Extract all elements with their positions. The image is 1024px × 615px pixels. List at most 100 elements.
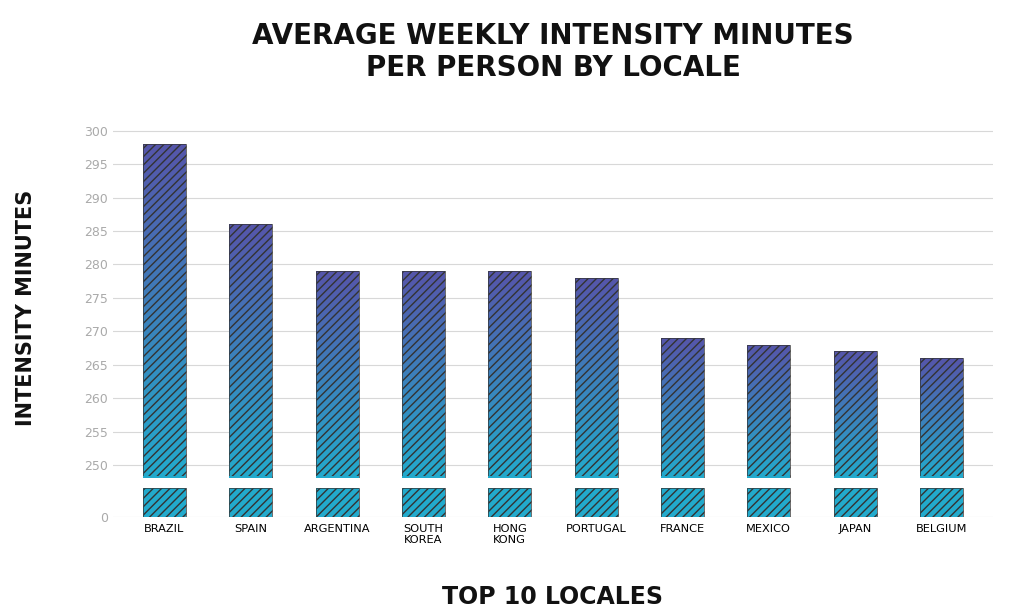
Bar — [488, 333, 531, 335]
Bar — [834, 359, 877, 360]
Bar — [229, 369, 272, 371]
Bar — [834, 367, 877, 368]
Bar — [143, 472, 186, 475]
Bar — [574, 356, 617, 358]
Bar — [660, 434, 705, 435]
Bar — [660, 466, 705, 467]
Bar — [574, 402, 617, 404]
Bar — [229, 323, 272, 326]
Bar — [143, 251, 186, 255]
Bar — [834, 406, 877, 407]
Bar — [834, 381, 877, 382]
Bar — [401, 474, 445, 477]
Bar — [748, 344, 791, 346]
Bar — [143, 281, 186, 285]
Bar — [920, 429, 963, 430]
Bar — [315, 294, 358, 296]
Bar — [574, 370, 617, 372]
Bar — [401, 453, 445, 456]
Bar — [660, 376, 705, 378]
Bar — [574, 436, 617, 438]
Bar — [660, 397, 705, 399]
Bar — [401, 394, 445, 395]
Bar — [920, 360, 963, 362]
Bar — [574, 382, 617, 384]
Bar — [748, 448, 791, 449]
Bar — [229, 224, 272, 227]
Bar — [488, 453, 531, 456]
Bar — [660, 407, 705, 408]
Bar — [143, 301, 186, 304]
Bar — [574, 444, 617, 446]
Bar — [574, 376, 617, 378]
Bar — [834, 457, 877, 458]
Bar — [834, 414, 877, 415]
Bar — [748, 394, 791, 395]
Bar — [748, 386, 791, 387]
Bar — [315, 338, 358, 339]
Bar — [834, 461, 877, 462]
Bar — [748, 419, 791, 421]
Bar — [401, 296, 445, 298]
Bar — [488, 302, 531, 304]
Bar — [920, 391, 963, 392]
Bar — [488, 394, 531, 395]
Bar — [920, 379, 963, 381]
Bar — [229, 456, 272, 458]
Bar — [488, 381, 531, 383]
Bar — [401, 421, 445, 423]
Bar — [574, 362, 617, 364]
Bar — [574, 278, 617, 478]
Bar — [229, 384, 272, 387]
Bar — [834, 444, 877, 445]
Bar — [488, 397, 531, 400]
Bar — [660, 368, 705, 369]
Bar — [920, 365, 963, 367]
Bar — [574, 318, 617, 320]
Bar — [920, 453, 963, 454]
Bar — [401, 433, 445, 435]
Bar — [315, 443, 358, 445]
Bar — [574, 314, 617, 316]
Bar — [488, 488, 531, 517]
Bar — [488, 271, 531, 273]
Bar — [660, 390, 705, 391]
Bar — [834, 440, 877, 442]
Bar — [574, 446, 617, 448]
Bar — [401, 352, 445, 354]
Bar — [315, 408, 358, 410]
Bar — [229, 252, 272, 255]
Bar — [834, 354, 877, 355]
Bar — [920, 461, 963, 462]
Bar — [748, 344, 791, 478]
Bar — [143, 224, 186, 228]
Bar — [574, 461, 617, 462]
Bar — [488, 462, 531, 464]
Bar — [315, 377, 358, 379]
Bar — [229, 430, 272, 433]
Bar — [748, 458, 791, 459]
Bar — [748, 346, 791, 347]
Bar — [748, 437, 791, 438]
Bar — [920, 367, 963, 368]
Bar — [143, 335, 186, 338]
Bar — [143, 455, 186, 458]
Bar — [748, 355, 791, 357]
Bar — [920, 451, 963, 452]
Bar — [920, 476, 963, 477]
Bar — [834, 377, 877, 378]
Bar — [748, 370, 791, 371]
Bar — [834, 423, 877, 424]
Bar — [574, 368, 617, 370]
Bar — [574, 428, 617, 430]
Bar — [920, 374, 963, 375]
Bar — [574, 334, 617, 336]
Bar — [229, 265, 272, 268]
Bar — [660, 436, 705, 438]
Bar — [229, 234, 272, 237]
Bar — [143, 418, 186, 422]
Bar — [143, 375, 186, 378]
Bar — [834, 410, 877, 411]
Bar — [748, 387, 791, 389]
Bar — [834, 424, 877, 425]
